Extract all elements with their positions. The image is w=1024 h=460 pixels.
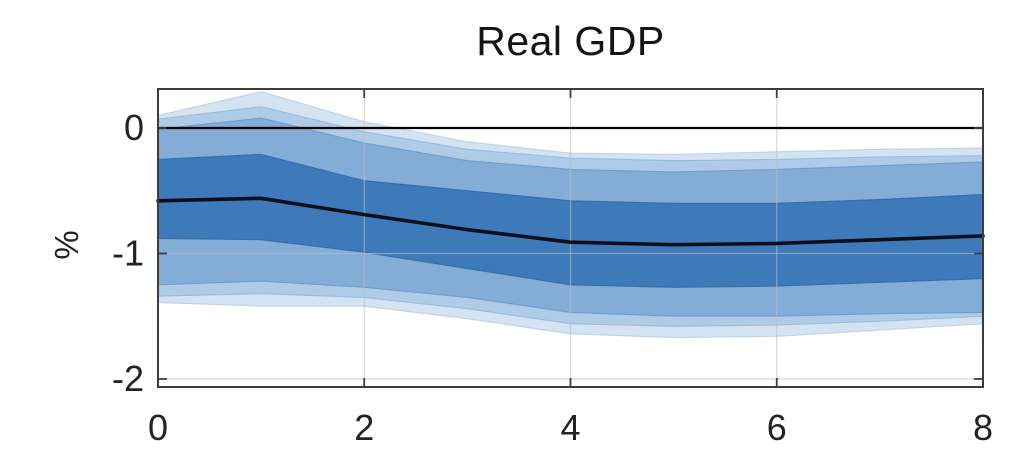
y-tick-label: 0: [124, 107, 144, 148]
x-tick-label: 0: [148, 407, 168, 448]
median-line: [156, 196, 985, 247]
y-tick-label: -2: [112, 358, 144, 399]
x-tick-label: 6: [767, 407, 787, 448]
y-tick-label: -1: [112, 232, 144, 273]
x-tick-label: 2: [354, 407, 374, 448]
chart-title: Real GDP: [476, 18, 665, 64]
x-tick-label: 4: [560, 407, 580, 448]
x-tick-label: 8: [973, 407, 993, 448]
